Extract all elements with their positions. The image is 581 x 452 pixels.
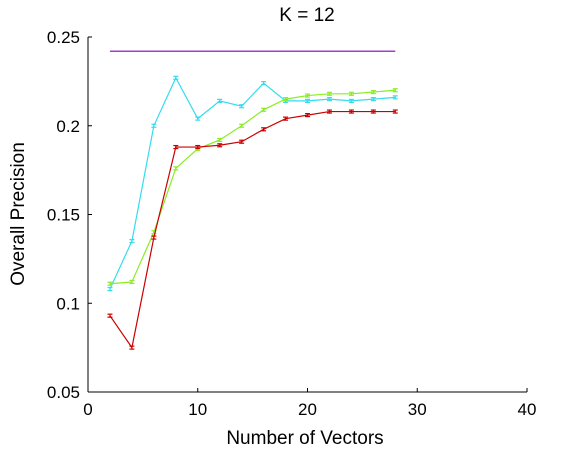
y-tick-label: 0.05 — [47, 383, 80, 402]
y-tick-label: 0.15 — [47, 206, 80, 225]
y-tick-label: 0.2 — [56, 117, 80, 136]
x-axis-title: Number of Vectors — [226, 428, 383, 449]
x-tick-label: 10 — [188, 400, 207, 419]
x-tick-label: 30 — [408, 400, 427, 419]
series-3 — [107, 109, 398, 350]
y-tick-label: 0.25 — [47, 28, 80, 47]
series-1 — [107, 75, 398, 292]
x-tick-label: 40 — [518, 400, 537, 419]
series-line — [109, 76, 396, 290]
y-tick-label: 0.1 — [56, 294, 80, 313]
x-tick-label: 20 — [298, 400, 317, 419]
chart-title: K = 12 — [279, 5, 334, 26]
ticks-layer: 0 10 20 30 40 0.05 0.1 0.15 0.2 0.25 — [47, 28, 537, 419]
series-line — [109, 110, 396, 350]
plot-area: 0 10 20 30 40 0.05 0.1 0.15 0.2 0.25 — [47, 28, 537, 419]
x-tick-label: 0 — [83, 400, 92, 419]
series-layer — [107, 50, 398, 350]
y-axis-title: Overall Precision — [8, 142, 29, 286]
